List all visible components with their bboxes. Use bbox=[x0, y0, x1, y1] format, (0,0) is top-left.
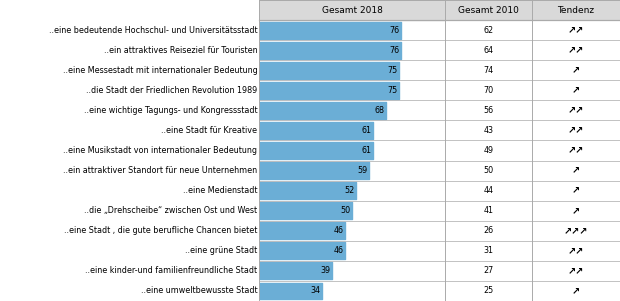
Text: ..eine Musikstadt von internationaler Bedeutung: ..eine Musikstadt von internationaler Be… bbox=[63, 146, 257, 155]
Text: 61: 61 bbox=[361, 126, 371, 135]
Text: 76: 76 bbox=[389, 26, 399, 35]
Text: 34: 34 bbox=[311, 287, 321, 296]
Text: ↗: ↗ bbox=[572, 85, 580, 95]
Text: ↗↗: ↗↗ bbox=[568, 145, 584, 156]
Text: ..eine grüne Stadt: ..eine grüne Stadt bbox=[185, 246, 257, 255]
Text: 74: 74 bbox=[484, 66, 494, 75]
Text: ..eine Stadt für Kreative: ..eine Stadt für Kreative bbox=[161, 126, 257, 135]
Text: 46: 46 bbox=[333, 226, 343, 235]
Text: 68: 68 bbox=[374, 106, 384, 115]
Text: 52: 52 bbox=[344, 186, 355, 195]
Text: 61: 61 bbox=[361, 146, 371, 155]
Text: ..die Stadt der Friedlichen Revolution 1989: ..die Stadt der Friedlichen Revolution 1… bbox=[86, 86, 257, 95]
Text: ..eine Messestadt mit internationaler Bedeutung: ..eine Messestadt mit internationaler Be… bbox=[63, 66, 257, 75]
Text: 26: 26 bbox=[484, 226, 494, 235]
Text: 43: 43 bbox=[484, 126, 494, 135]
Text: Gesamt 2018: Gesamt 2018 bbox=[322, 5, 383, 14]
Text: 56: 56 bbox=[484, 106, 494, 115]
Text: 50: 50 bbox=[484, 166, 494, 175]
Text: ..eine umweltbewusste Stadt: ..eine umweltbewusste Stadt bbox=[141, 287, 257, 296]
Text: 49: 49 bbox=[484, 146, 494, 155]
Text: 27: 27 bbox=[484, 266, 494, 275]
Text: ↗↗: ↗↗ bbox=[568, 105, 584, 115]
Text: 41: 41 bbox=[484, 206, 494, 215]
Text: 44: 44 bbox=[484, 186, 494, 195]
Text: ↗↗: ↗↗ bbox=[568, 25, 584, 35]
Text: 39: 39 bbox=[320, 266, 330, 275]
Text: Gesamt 2010: Gesamt 2010 bbox=[458, 5, 519, 14]
Text: ↗: ↗ bbox=[572, 166, 580, 175]
Text: ↗↗: ↗↗ bbox=[568, 266, 584, 276]
Text: ↗↗: ↗↗ bbox=[568, 45, 584, 55]
Text: 70: 70 bbox=[484, 86, 494, 95]
Text: 75: 75 bbox=[387, 66, 397, 75]
Text: 46: 46 bbox=[333, 246, 343, 255]
Text: ↗: ↗ bbox=[572, 286, 580, 296]
Text: 31: 31 bbox=[484, 246, 494, 255]
Text: 64: 64 bbox=[484, 46, 494, 55]
Text: Tendenz: Tendenz bbox=[557, 5, 595, 14]
Text: ..eine bedeutende Hochschul- und Universitätsstadt: ..eine bedeutende Hochschul- und Univers… bbox=[49, 26, 257, 35]
Text: ↗: ↗ bbox=[572, 186, 580, 196]
Text: 25: 25 bbox=[484, 287, 494, 296]
Text: 50: 50 bbox=[340, 206, 351, 215]
Text: 75: 75 bbox=[387, 86, 397, 95]
Text: 62: 62 bbox=[484, 26, 494, 35]
Text: ↗: ↗ bbox=[572, 65, 580, 75]
Text: 59: 59 bbox=[357, 166, 368, 175]
Text: ↗↗↗: ↗↗↗ bbox=[564, 226, 588, 236]
Text: ↗↗: ↗↗ bbox=[568, 246, 584, 256]
Text: ↗: ↗ bbox=[572, 206, 580, 216]
Text: ..eine kinder-und familienfreundliche Stadt: ..eine kinder-und familienfreundliche St… bbox=[85, 266, 257, 275]
Text: 76: 76 bbox=[389, 46, 399, 55]
Text: ..die „Drehscheibe“ zwischen Ost und West: ..die „Drehscheibe“ zwischen Ost und Wes… bbox=[84, 206, 257, 215]
Text: ..ein attraktives Reiseziel für Touristen: ..ein attraktives Reiseziel für Touriste… bbox=[104, 46, 257, 55]
Text: ..eine Medienstadt: ..eine Medienstadt bbox=[183, 186, 257, 195]
Text: ..ein attraktiver Standort für neue Unternehmen: ..ein attraktiver Standort für neue Unte… bbox=[63, 166, 257, 175]
Text: ..eine wichtige Tagungs- und Kongressstadt: ..eine wichtige Tagungs- und Kongresssta… bbox=[84, 106, 257, 115]
Text: ↗↗: ↗↗ bbox=[568, 126, 584, 135]
Text: ..eine Stadt , die gute berufliche Chancen bietet: ..eine Stadt , die gute berufliche Chanc… bbox=[64, 226, 257, 235]
